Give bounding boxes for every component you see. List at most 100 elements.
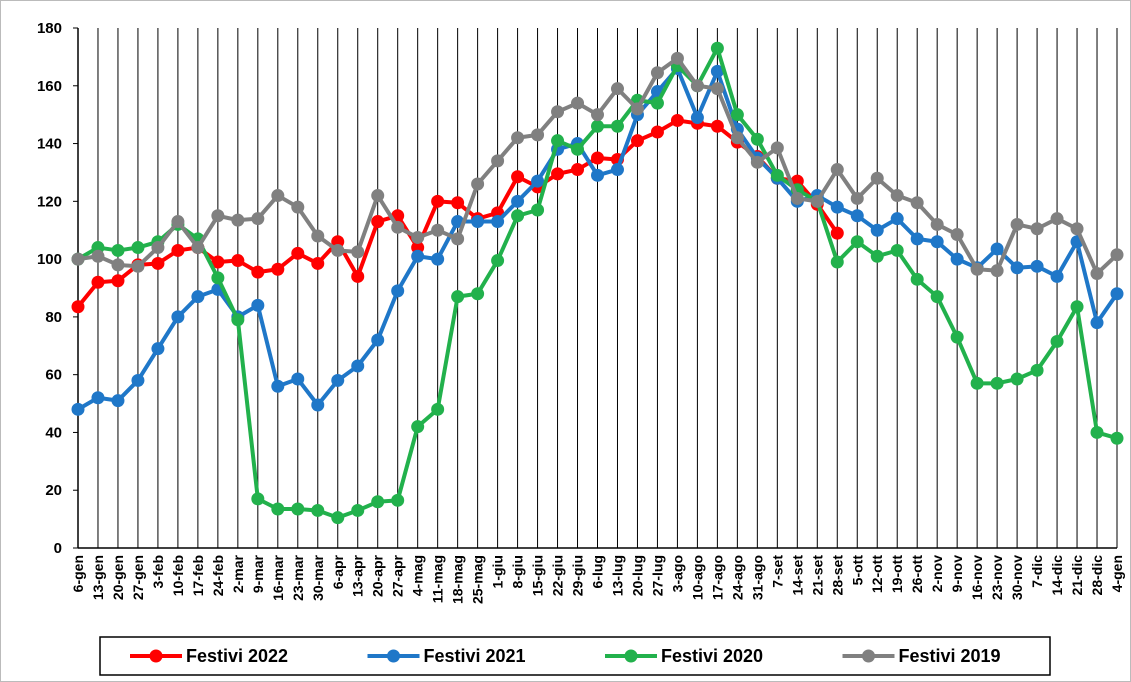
point [411, 420, 425, 434]
x-tick-label: 3-ago [669, 555, 685, 592]
point [431, 402, 445, 416]
point [990, 376, 1004, 390]
x-tick-label: 10-feb [170, 555, 186, 596]
point [710, 82, 724, 96]
x-tick-label: 5-ott [849, 555, 865, 586]
point [710, 119, 724, 133]
point [930, 290, 944, 304]
point [371, 215, 385, 229]
point [1030, 222, 1044, 236]
point [231, 254, 245, 268]
y-tick-label: 180 [37, 20, 62, 37]
point [591, 119, 604, 133]
x-tick-label: 2-mar [230, 554, 246, 593]
point [730, 108, 744, 122]
point [930, 235, 944, 249]
point [830, 163, 844, 177]
point [1070, 300, 1084, 314]
point [850, 191, 864, 205]
x-tick-label: 28-dic [1089, 555, 1105, 596]
x-tick-label: 20-gen [110, 555, 126, 600]
point [730, 131, 744, 145]
point [670, 51, 684, 65]
x-tick-label: 22-giu [550, 555, 566, 596]
point [910, 272, 924, 286]
x-tick-label: 7-set [769, 555, 785, 588]
point [111, 274, 125, 288]
point [890, 212, 904, 226]
x-tick-label: 19-ott [889, 555, 905, 593]
x-tick-label: 13-apr [350, 554, 366, 597]
point [251, 265, 265, 279]
point [1010, 372, 1024, 386]
point [1010, 261, 1024, 275]
x-tick-label: 11-mag [430, 555, 446, 603]
point [211, 271, 225, 285]
point [311, 398, 325, 412]
point [351, 503, 365, 517]
point [411, 230, 425, 244]
point [990, 242, 1004, 256]
x-tick-label: 26-ott [909, 555, 925, 593]
point [371, 495, 385, 509]
x-tick-label: 13-gen [90, 555, 106, 600]
x-tick-label: 10-ago [689, 555, 705, 600]
point [211, 209, 225, 223]
point [491, 154, 505, 168]
point [171, 215, 185, 229]
point [231, 213, 245, 227]
point [471, 177, 485, 191]
point [1110, 248, 1124, 262]
point [271, 379, 285, 393]
point [131, 259, 145, 273]
point [1010, 217, 1024, 231]
x-tick-label: 1-giu [490, 555, 506, 588]
point [890, 189, 904, 203]
point [291, 372, 305, 386]
point [191, 290, 205, 304]
point [890, 243, 904, 257]
point [1110, 287, 1124, 301]
y-tick-label: 0 [54, 540, 62, 557]
x-tick-label: 13-lug [609, 555, 625, 596]
point [1030, 259, 1044, 273]
point [970, 262, 984, 276]
point [251, 298, 265, 312]
point [690, 79, 704, 93]
point [131, 241, 145, 255]
point [1070, 222, 1084, 236]
point [511, 131, 525, 145]
point [471, 287, 485, 301]
point [351, 245, 365, 259]
point [770, 141, 784, 155]
x-tick-label: 30-mar [310, 554, 326, 600]
legend-label: Festivi 2022 [186, 646, 288, 666]
x-tick-label: 16-mar [270, 554, 286, 600]
point [291, 200, 305, 214]
point [830, 255, 844, 269]
y-tick-label: 20 [45, 482, 62, 499]
x-tick-label: 18-mag [450, 555, 466, 604]
point [1050, 212, 1064, 226]
point [591, 108, 604, 122]
point [151, 241, 165, 255]
point [71, 300, 85, 314]
x-tick-label: 23-mar [290, 554, 306, 600]
point [251, 212, 265, 226]
point [591, 151, 604, 165]
x-tick-label: 6-lug [590, 555, 606, 588]
x-tick-label: 27-gen [130, 555, 146, 600]
point [591, 168, 604, 182]
point [291, 246, 305, 260]
point [650, 66, 664, 80]
point [1090, 267, 1104, 281]
y-tick-label: 60 [45, 367, 62, 384]
point [870, 249, 884, 263]
point [610, 119, 624, 133]
point [331, 511, 345, 525]
x-tick-label: 28-set [829, 555, 845, 596]
point [990, 264, 1004, 278]
point [271, 502, 285, 516]
x-tick-label: 27-lug [649, 555, 665, 596]
x-tick-label: 7-dic [1029, 555, 1045, 588]
